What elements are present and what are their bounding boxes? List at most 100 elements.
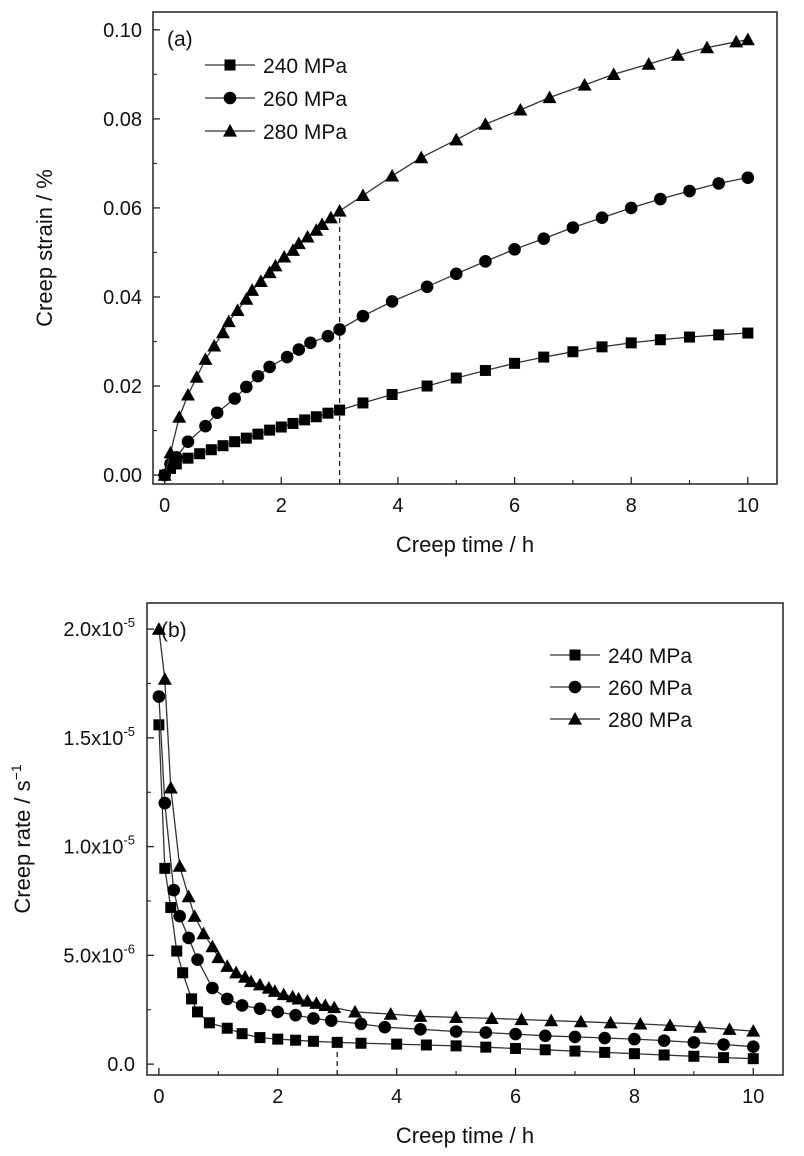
circle-marker: [152, 690, 166, 703]
square-marker: [177, 967, 189, 979]
square-marker: [688, 1050, 700, 1062]
triangle-marker: [414, 150, 429, 164]
legend-label: 280 MPa: [263, 121, 347, 144]
triangle-marker: [413, 1009, 428, 1022]
triangle-marker: [291, 236, 306, 250]
y-tick-label: 0.04: [103, 287, 142, 309]
square-marker: [421, 380, 433, 392]
square-marker: [159, 862, 171, 874]
circle-marker: [280, 350, 294, 364]
square-marker: [596, 341, 608, 353]
y-tick-label: 1.5x10-5: [63, 724, 135, 750]
triangle-marker: [253, 274, 268, 287]
legend-label: 240 MPa: [263, 55, 347, 78]
square-marker: [355, 1037, 367, 1049]
legend-label: 260 MPa: [608, 677, 692, 700]
triangle-marker: [277, 249, 292, 263]
triangle-marker: [300, 994, 315, 1007]
square-marker: [684, 331, 696, 343]
triangle-marker: [568, 712, 582, 725]
circle-marker: [356, 309, 370, 323]
square-marker: [310, 411, 322, 423]
square-marker: [182, 452, 194, 464]
legend: 240 MPa 260 MPa 280 MPa: [550, 645, 692, 732]
series-280-mpa: [151, 622, 761, 1037]
x-tick-label: 4: [392, 495, 403, 517]
triangle-marker: [163, 780, 178, 794]
triangle-marker: [267, 984, 282, 997]
square-marker: [420, 1039, 432, 1051]
y-tick-exponent: -6: [123, 941, 135, 956]
triangle-marker: [230, 303, 245, 316]
triangle-marker: [700, 40, 715, 54]
circle-marker: [687, 1036, 701, 1049]
triangle-marker: [663, 1018, 678, 1032]
triangle-marker: [641, 57, 656, 70]
square-marker: [272, 1033, 284, 1045]
triangle-marker: [577, 78, 592, 91]
triangle-marker: [244, 974, 259, 988]
triangle-marker: [239, 292, 254, 305]
y-axis-title-text: Creep rate / s: [10, 780, 35, 913]
circle-marker: [292, 343, 306, 356]
triangle-marker: [245, 283, 260, 296]
square-marker: [747, 1053, 759, 1065]
circle-marker: [220, 992, 234, 1006]
circle-marker: [321, 329, 335, 343]
circle-marker: [595, 211, 609, 225]
square-marker: [254, 1032, 266, 1044]
square-marker: [221, 1022, 233, 1034]
x-tick-label: 6: [509, 495, 520, 517]
circle-marker: [333, 323, 346, 336]
square-marker: [192, 1006, 204, 1018]
circle-marker: [746, 1040, 760, 1054]
circle-marker: [414, 1023, 427, 1036]
square-marker: [539, 1044, 551, 1056]
square-marker: [718, 1052, 730, 1064]
circle-marker: [654, 192, 667, 206]
y-tick-exponent: -5: [123, 615, 135, 630]
triangle-marker: [207, 338, 222, 352]
y-tick-base: 2.0x10: [63, 619, 123, 641]
triangle-marker: [187, 909, 202, 922]
circle-marker: [253, 1002, 267, 1015]
circle-marker: [251, 369, 265, 383]
x-axis-title: Creep time / h: [396, 532, 534, 557]
circle-marker: [228, 392, 241, 405]
triangle-marker: [692, 1020, 707, 1033]
square-marker: [299, 414, 311, 426]
square-marker: [236, 1028, 248, 1040]
triangle-marker: [542, 90, 557, 104]
y-tick-label: 1.0x10-5: [63, 833, 135, 859]
x-tick-label: 2: [276, 495, 287, 517]
triangle-marker: [198, 352, 213, 365]
series-line: [164, 176, 748, 476]
square-marker: [229, 436, 241, 448]
series-240-mpa: [153, 719, 759, 1065]
circle-marker: [449, 267, 463, 281]
triangle-marker: [323, 210, 338, 224]
triangle-marker: [722, 1022, 737, 1035]
square-marker: [171, 945, 183, 957]
circle-marker: [566, 221, 580, 234]
triangle-marker: [211, 950, 226, 964]
series-line: [158, 724, 754, 1060]
square-marker: [713, 329, 725, 341]
square-marker: [658, 1049, 670, 1061]
triangle-marker: [309, 996, 324, 1009]
circle-marker: [263, 360, 276, 374]
triangle-marker: [163, 445, 178, 459]
circle-marker: [628, 1032, 641, 1046]
series-line: [164, 332, 748, 476]
triangle-marker: [318, 998, 333, 1011]
y-tick-label: 0.06: [103, 198, 142, 220]
circle-marker: [420, 280, 434, 294]
legend-label: 260 MPa: [263, 88, 347, 111]
square-marker: [203, 1017, 215, 1029]
square-marker: [628, 1048, 640, 1060]
x-tick-label: 10: [742, 1086, 764, 1108]
triangle-marker: [223, 124, 237, 137]
square-marker: [625, 337, 637, 349]
x-axis-title: Creep time / h: [396, 1123, 534, 1148]
